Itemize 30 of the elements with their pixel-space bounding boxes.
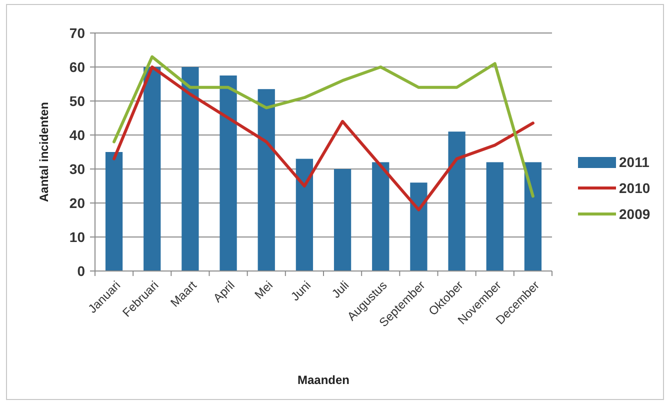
bar: [182, 67, 199, 271]
bar: [105, 152, 123, 271]
y-tick-label: 50: [69, 92, 86, 109]
y-axis-title: Aantal incidenten: [37, 102, 51, 202]
bar: [258, 89, 275, 271]
line-series: [112, 66, 534, 212]
bar: [334, 169, 352, 271]
legend-label: 2010: [619, 180, 650, 196]
bar: [220, 76, 237, 271]
bar: [486, 162, 504, 271]
x-tick-label: Juli: [328, 278, 352, 301]
y-tick-label: 60: [69, 58, 86, 75]
line-series: [112, 55, 534, 198]
legend-label: 2011: [619, 154, 650, 170]
bar: [448, 132, 466, 271]
y-tick-label: 30: [69, 160, 86, 177]
bar: [296, 158, 314, 271]
bar: [144, 67, 161, 271]
y-tick-label: 40: [69, 126, 86, 143]
bar: [410, 182, 428, 271]
y-tick-label: 70: [69, 24, 86, 41]
bar: [524, 162, 542, 271]
y-tick-label: 10: [69, 228, 86, 245]
bar: [372, 162, 390, 271]
legend-label: 2009: [619, 206, 650, 222]
y-tick-label: 20: [69, 194, 86, 211]
y-tick-label: 0: [77, 262, 86, 279]
x-axis-title: Maanden: [297, 373, 350, 387]
x-tick-label: Mei: [252, 278, 276, 302]
x-tick-label: Juni: [288, 278, 314, 304]
